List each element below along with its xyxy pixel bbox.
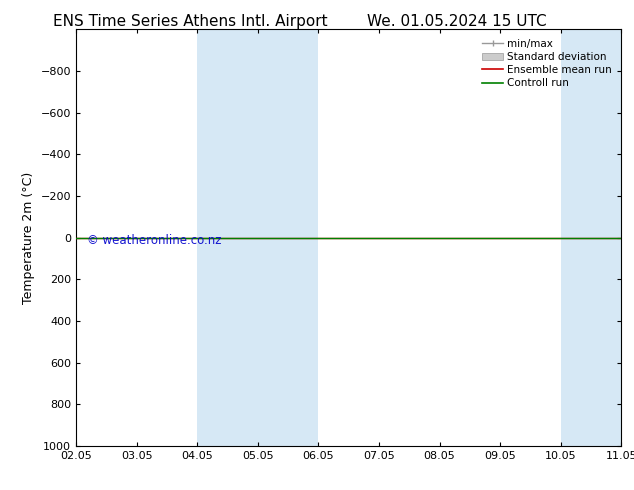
Bar: [560, 29, 621, 446]
Text: © weatheronline.co.nz: © weatheronline.co.nz: [87, 234, 221, 247]
Text: We. 01.05.2024 15 UTC: We. 01.05.2024 15 UTC: [366, 14, 547, 29]
Y-axis label: Temperature 2m (°C): Temperature 2m (°C): [22, 172, 35, 304]
Legend: min/max, Standard deviation, Ensemble mean run, Controll run: min/max, Standard deviation, Ensemble me…: [478, 35, 616, 92]
Bar: [197, 29, 258, 446]
Bar: [258, 29, 318, 446]
Text: ENS Time Series Athens Intl. Airport: ENS Time Series Athens Intl. Airport: [53, 14, 328, 29]
